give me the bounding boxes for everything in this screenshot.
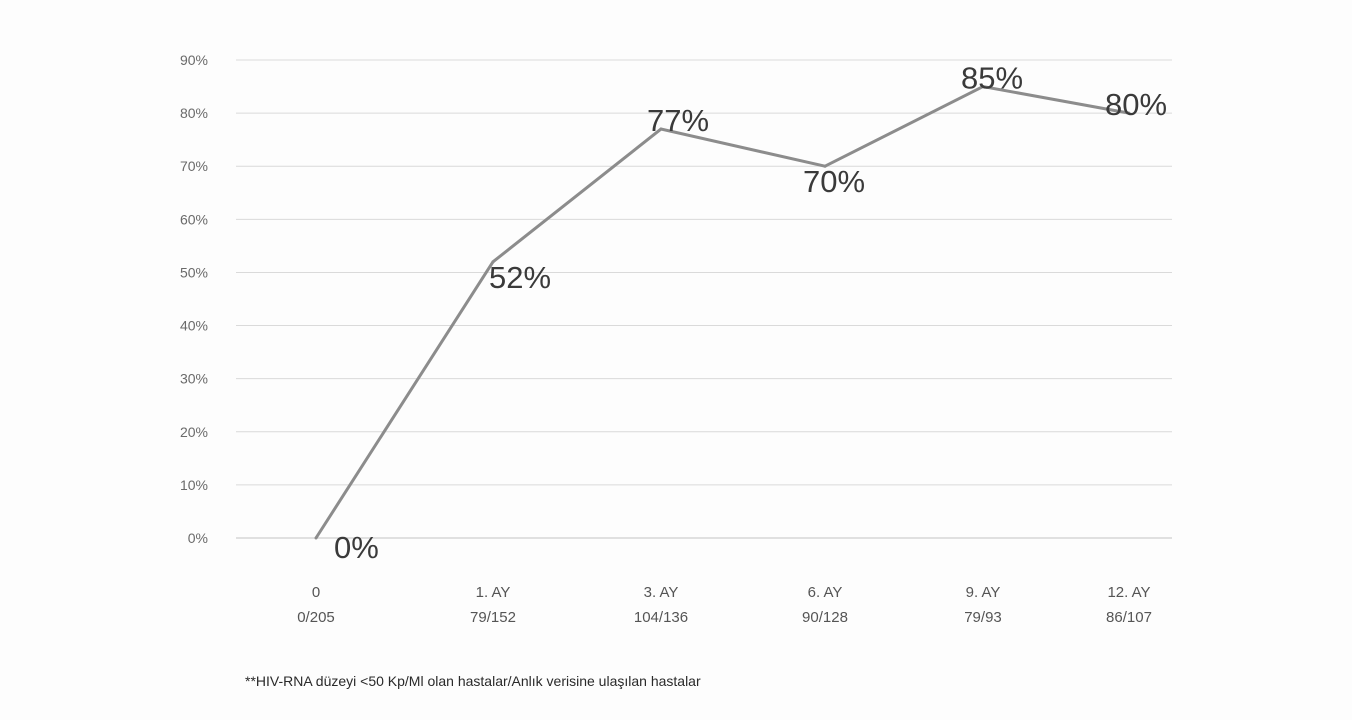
- x-axis-tick-labels: 0 0/205 1. AY 79/152 3. AY 104/136 6. AY 90/128…: [297, 584, 1152, 626]
- y-tick-label: 40%: [180, 318, 208, 334]
- x-tick-sublabel: 79/93: [964, 609, 1002, 626]
- data-label: 0%: [334, 530, 379, 565]
- data-point: [491, 260, 495, 264]
- series-line: [314, 84, 1130, 539]
- y-axis-tick-labels: 0% 10% 20% 30% 40% 50% 60% 70% 80% 90%: [180, 52, 208, 546]
- y-tick-label: 50%: [180, 264, 208, 280]
- data-label: 80%: [1105, 87, 1167, 122]
- data-label: 52%: [489, 260, 551, 295]
- data-label: 77%: [647, 103, 709, 138]
- x-tick-sublabel: 86/107: [1106, 609, 1152, 626]
- gridlines: [236, 59, 1172, 539]
- data-point: [981, 85, 985, 89]
- x-tick-label: 9. AY: [966, 584, 1001, 601]
- y-tick-label: 70%: [180, 158, 208, 174]
- x-tick-label: 1. AY: [476, 584, 511, 601]
- series-layer: [314, 84, 1131, 540]
- data-labels: 0% 52% 77% 70% 85% 80%: [334, 61, 1167, 565]
- data-label: 70%: [803, 164, 865, 199]
- y-tick-label: 0%: [188, 530, 208, 546]
- x-tick-sublabel: 79/152: [470, 609, 516, 626]
- data-label: 85%: [961, 61, 1023, 96]
- y-tick-label: 90%: [180, 52, 208, 68]
- y-tick-label: 10%: [180, 477, 208, 493]
- x-tick-sublabel: 90/128: [802, 609, 848, 626]
- x-tick-label: 12. AY: [1107, 584, 1150, 601]
- x-tick-label: 0: [312, 584, 320, 601]
- x-tick-sublabel: 104/136: [634, 609, 688, 626]
- chart-footnote: **HIV-RNA düzeyi <50 Kp/Ml olan hastalar…: [245, 673, 701, 689]
- data-point: [659, 127, 663, 131]
- x-tick-label: 6. AY: [808, 584, 843, 601]
- y-tick-label: 20%: [180, 424, 208, 440]
- y-tick-label: 30%: [180, 371, 208, 387]
- data-point: [823, 164, 827, 168]
- x-tick-label: 3. AY: [644, 584, 679, 601]
- y-tick-label: 80%: [180, 105, 208, 121]
- y-tick-label: 60%: [180, 211, 208, 227]
- data-point: [1127, 111, 1131, 115]
- x-tick-sublabel: 0/205: [297, 609, 335, 626]
- data-point: [314, 536, 318, 540]
